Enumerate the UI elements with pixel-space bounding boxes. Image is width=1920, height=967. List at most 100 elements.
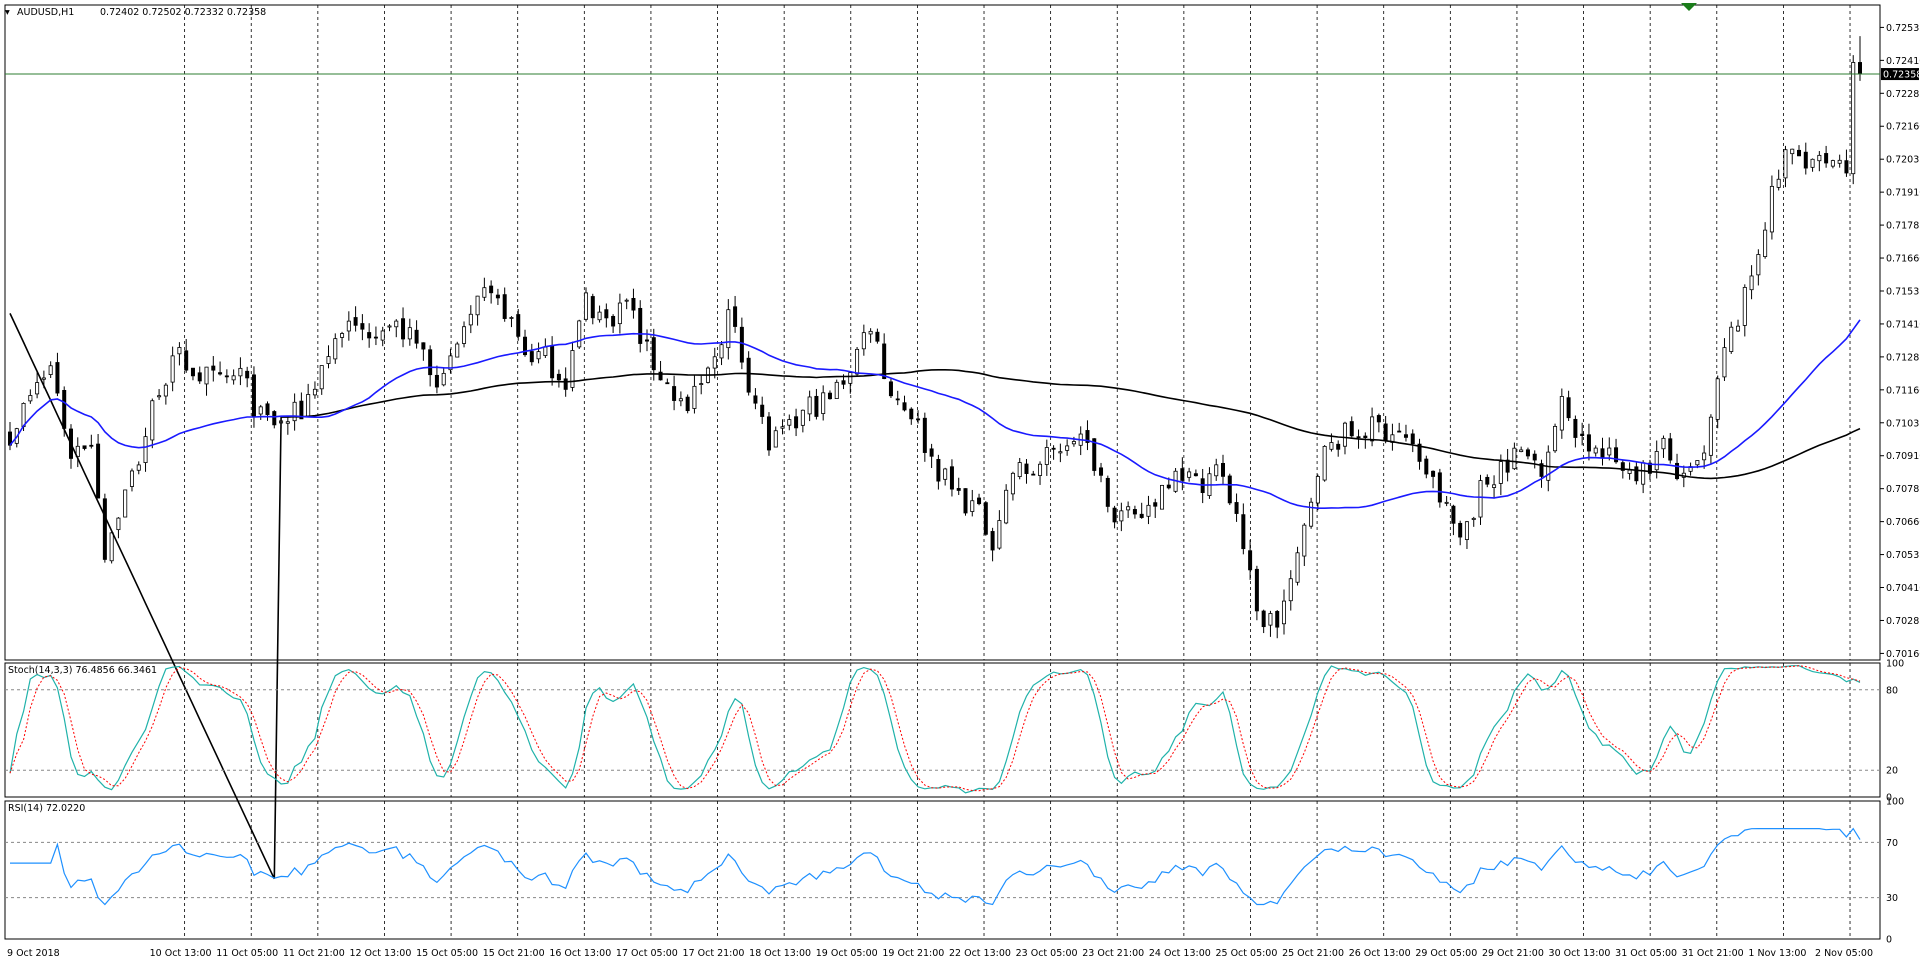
candle-body	[624, 299, 629, 302]
candle-body	[407, 327, 412, 340]
candle-body	[678, 398, 683, 402]
candle-body	[434, 374, 439, 388]
price-tick-label: 0.72285	[1886, 89, 1920, 100]
candle-body	[1505, 459, 1510, 473]
candle-body	[672, 386, 677, 401]
time-tick-label: 25 Oct 21:00	[1282, 948, 1344, 959]
candle-body	[1431, 470, 1436, 477]
candle-body	[428, 349, 433, 376]
candle-body	[1810, 158, 1815, 168]
candle-body	[841, 380, 846, 385]
rsi-pane[interactable]	[5, 827, 1880, 906]
time-tick-label: 31 Oct 21:00	[1682, 948, 1744, 959]
candle-body	[1410, 433, 1415, 445]
stochastic-pane[interactable]	[5, 665, 1880, 794]
price-tick-label: 0.70160	[1886, 649, 1920, 660]
candle-body	[1695, 460, 1700, 466]
candle-body	[1044, 447, 1049, 465]
candle-body	[1004, 489, 1009, 524]
ohlc-values: 0.72402 0.72502 0.72332 0.72358	[100, 7, 266, 18]
time-tick-label: 22 Oct 13:00	[949, 948, 1011, 959]
candle-body	[760, 404, 765, 417]
candle-body	[1593, 447, 1598, 454]
candle-body	[1221, 463, 1226, 477]
price-pane[interactable]: 0.72358	[5, 36, 1920, 880]
candle-body	[211, 365, 216, 371]
candle-body	[1485, 476, 1490, 485]
candle-body	[1363, 435, 1368, 439]
candle-body	[936, 458, 941, 482]
candle-body	[1417, 443, 1422, 462]
candle-body	[28, 395, 33, 402]
candle-body	[631, 297, 636, 311]
candle-body	[712, 356, 717, 369]
candle-body	[1458, 522, 1463, 538]
dropdown-arrow-icon[interactable]: ▾	[5, 7, 10, 18]
candle-body	[1641, 462, 1646, 485]
time-tick-label: 11 Oct 21:00	[283, 948, 345, 959]
candle-body	[861, 332, 866, 350]
candle-body	[116, 517, 121, 531]
candle-body	[1085, 430, 1090, 443]
stoch-tick-label: 0	[1886, 793, 1892, 804]
candle-body	[1146, 504, 1151, 517]
candle-body	[753, 395, 758, 404]
candle-body	[827, 392, 832, 400]
candle-body	[1349, 421, 1354, 437]
candle-body	[1573, 418, 1578, 438]
candle-body	[319, 365, 324, 390]
time-tick-label: 18 Oct 13:00	[749, 948, 811, 959]
candle-body	[495, 294, 500, 299]
candle-body	[1512, 447, 1517, 470]
candle-body	[1248, 550, 1253, 571]
candle-body	[1586, 434, 1591, 452]
candle-body	[1092, 438, 1097, 471]
candle-body	[1275, 611, 1280, 628]
current-price-label: 0.72358	[1883, 70, 1920, 81]
candle-body	[401, 318, 406, 340]
candle-body	[177, 347, 182, 355]
candle-body	[604, 309, 609, 319]
candle-body	[35, 382, 40, 395]
candle-body	[312, 388, 317, 396]
candle-body	[1661, 437, 1666, 450]
candle-body	[1627, 469, 1632, 474]
candle-body	[373, 336, 378, 339]
candle-body	[1139, 513, 1144, 518]
candle-body	[516, 314, 521, 337]
candle-body	[1105, 477, 1110, 507]
price-tick-label: 0.70285	[1886, 616, 1920, 627]
candle-body	[807, 396, 812, 415]
price-tick-label: 0.72535	[1886, 23, 1920, 34]
candle-body	[983, 502, 988, 535]
candle-body	[563, 378, 568, 390]
candle-body	[1254, 568, 1259, 612]
price-tick-label: 0.70785	[1886, 484, 1920, 495]
candle-body	[62, 389, 67, 429]
candle-body	[1858, 62, 1863, 75]
candle-body	[780, 426, 785, 429]
candle-body	[888, 381, 893, 397]
candle-body	[1790, 148, 1795, 155]
stoch-tick-label: 20	[1886, 766, 1898, 777]
candle-body	[1261, 610, 1266, 628]
candle-body	[1498, 461, 1503, 484]
candle-body	[1464, 521, 1469, 540]
candle-body	[1525, 449, 1530, 457]
candle-body	[1607, 447, 1612, 456]
candle-body	[699, 383, 704, 385]
candle-body	[658, 371, 663, 381]
candle-body	[1315, 476, 1320, 504]
candle-body	[102, 498, 107, 560]
candle-body	[150, 400, 155, 441]
candle-body	[1539, 463, 1544, 477]
candle-body	[1471, 517, 1476, 520]
candle-body	[1160, 484, 1165, 510]
candle-body	[536, 351, 541, 360]
candle-body	[1647, 462, 1652, 474]
candle-body	[224, 375, 229, 378]
candle-body	[1451, 505, 1456, 524]
